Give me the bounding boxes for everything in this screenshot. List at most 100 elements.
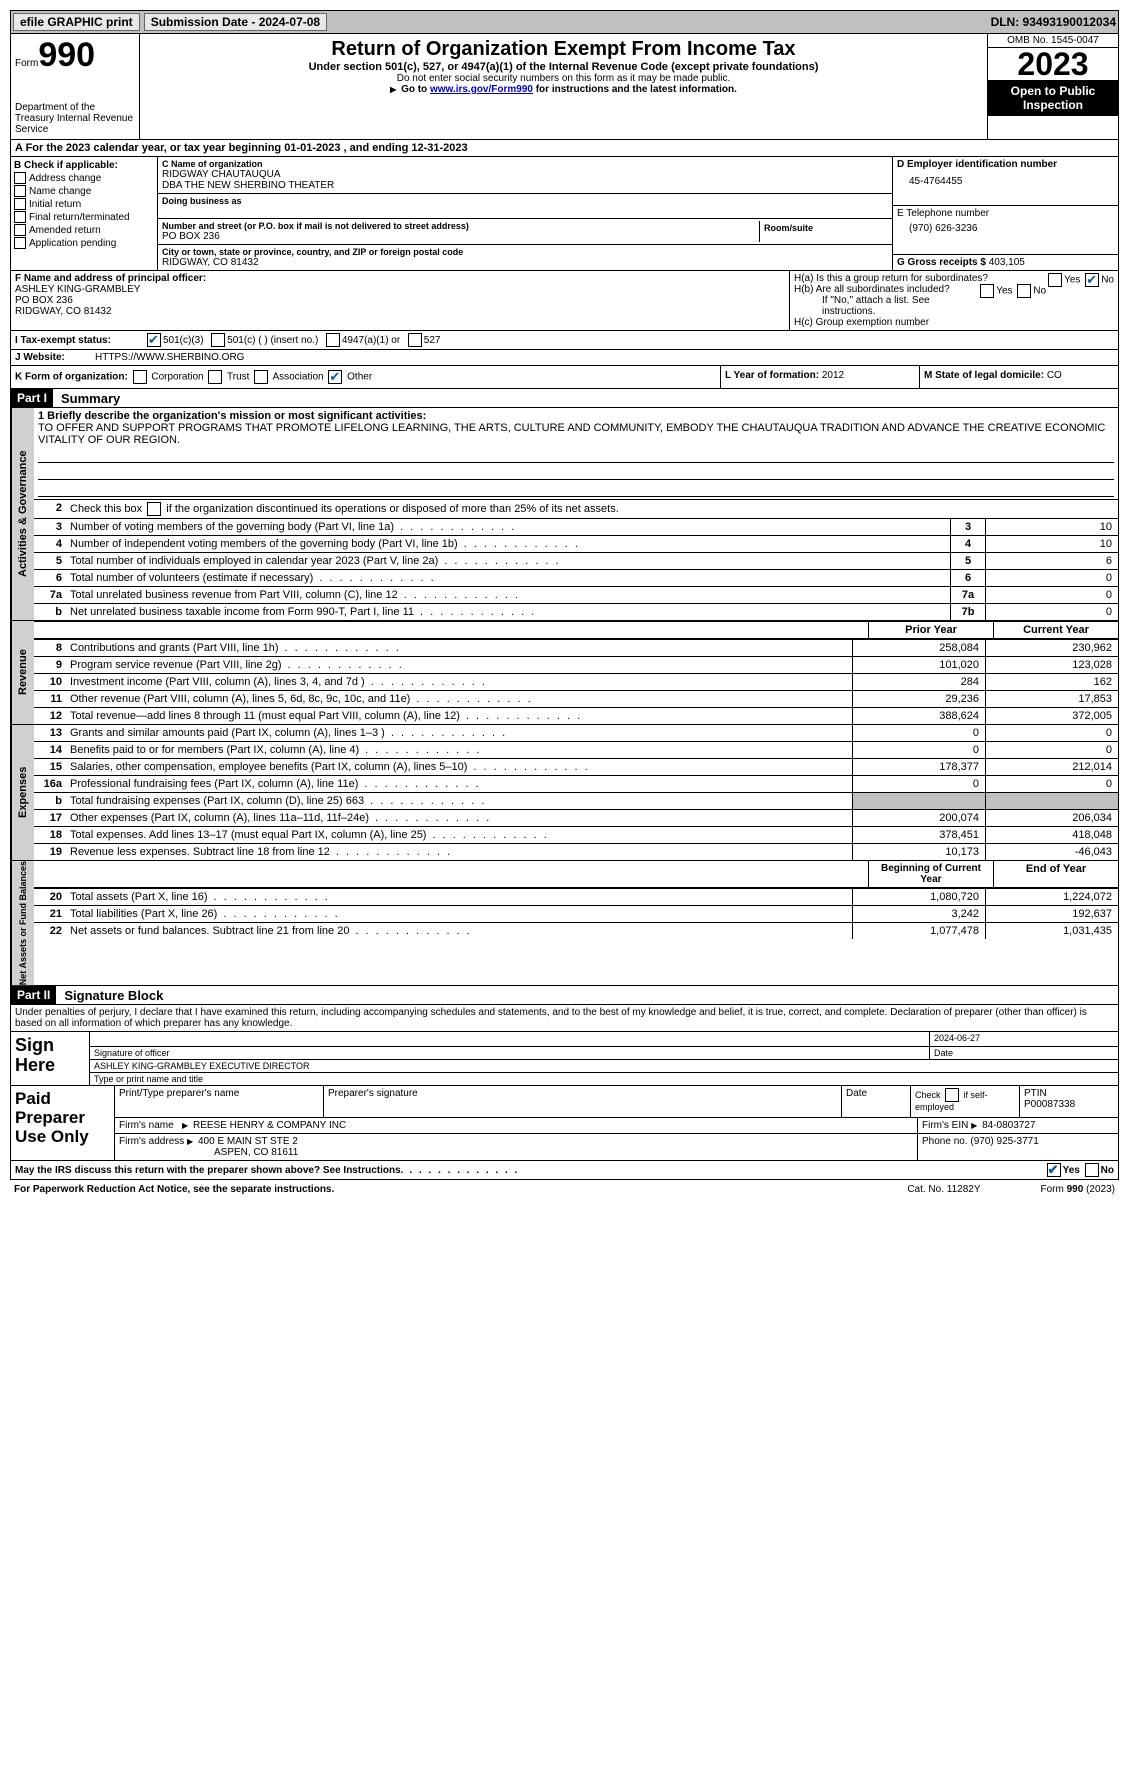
prep-date-label: Date (842, 1086, 911, 1117)
firm-addr2: ASPEN, CO 81611 (119, 1147, 913, 1158)
tax-year: 2023 (988, 48, 1118, 80)
firm-name: REESE HENRY & COMPANY INC (193, 1120, 346, 1131)
cb-name-change[interactable] (14, 185, 26, 197)
summary-line: 15Salaries, other compensation, employee… (34, 759, 1118, 776)
officer-city: RIDGWAY, CO 81432 (15, 306, 785, 317)
summary-line: 9Program service revenue (Part VIII, lin… (34, 657, 1118, 674)
paid-preparer-block: Paid Preparer Use Only Print/Type prepar… (10, 1086, 1119, 1161)
form-subtitle: Under section 501(c), 527, or 4947(a)(1)… (144, 61, 983, 73)
summary-line: 10Investment income (Part VIII, column (… (34, 674, 1118, 691)
dba-label: Doing business as (162, 196, 888, 206)
cb-501c[interactable] (211, 333, 225, 347)
cb-trust[interactable] (208, 370, 222, 384)
summary-line: 13Grants and similar amounts paid (Part … (34, 725, 1118, 742)
website-value: HTTPS://WWW.SHERBINO.ORG (95, 352, 244, 363)
summary-line: 14Benefits paid to or for members (Part … (34, 742, 1118, 759)
addr-value: PO BOX 236 (162, 231, 759, 242)
cb-address-change[interactable] (14, 172, 26, 184)
tel-label: E Telephone number (897, 208, 1114, 219)
cb-527[interactable] (408, 333, 422, 347)
m-value: CO (1047, 370, 1062, 381)
summary-line: 8Contributions and grants (Part VIII, li… (34, 640, 1118, 657)
goto-post: for instructions and the latest informat… (533, 84, 737, 95)
sig-date: 2024-06-27 (930, 1032, 1118, 1046)
firm-ein-label: Firm's EIN (922, 1120, 968, 1131)
cb-application-pending[interactable] (14, 237, 26, 249)
summary-line: 17Other expenses (Part IX, column (A), l… (34, 810, 1118, 827)
summary-line: bTotal fundraising expenses (Part IX, co… (34, 793, 1118, 810)
summary-line: 6Total number of volunteers (estimate if… (34, 570, 1118, 587)
hdr-current-year: Current Year (993, 622, 1118, 638)
form-number: 990 (38, 36, 95, 74)
cat-no: Cat. No. 11282Y (907, 1184, 980, 1195)
summary-line: 11Other revenue (Part VIII, column (A), … (34, 691, 1118, 708)
paperwork-text: For Paperwork Reduction Act Notice, see … (14, 1184, 334, 1195)
sidebar-revenue: Revenue (11, 621, 34, 724)
irs-link[interactable]: www.irs.gov/Form990 (430, 84, 533, 95)
phone-value: (970) 925-3771 (970, 1136, 1038, 1147)
summary-line: 12Total revenue—add lines 8 through 11 (… (34, 708, 1118, 724)
j-label: J Website: (15, 352, 95, 363)
firm-addr1: 400 E MAIN ST STE 2 (198, 1136, 298, 1147)
ptin-value: P00087338 (1024, 1099, 1114, 1110)
city-label: City or town, state or province, country… (162, 247, 888, 257)
form-label: Form (15, 58, 38, 69)
l-value: 2012 (822, 370, 844, 381)
col-b-label: B Check if applicable: (14, 160, 154, 171)
date-label: Date (930, 1047, 1118, 1059)
org-name-1: RIDGWAY CHAUTAUQUA (162, 169, 888, 180)
phone-label: Phone no. (922, 1136, 968, 1147)
cb-assoc[interactable] (254, 370, 268, 384)
cb-final-return[interactable] (14, 211, 26, 223)
cb-corp[interactable] (133, 370, 147, 384)
suite-label: Room/suite (760, 221, 888, 242)
firm-ein: 84-0803727 (982, 1120, 1035, 1131)
hb-no[interactable] (1017, 284, 1031, 298)
cb-discontinued[interactable] (147, 502, 161, 516)
part-2-title: Signature Block (56, 988, 163, 1003)
activities-governance-section: Activities & Governance 1 Briefly descri… (10, 408, 1119, 621)
row-klm: K Form of organization: Corporation Trus… (10, 366, 1119, 389)
cb-initial-return[interactable] (14, 198, 26, 210)
discuss-yes[interactable] (1047, 1163, 1061, 1177)
row-a-tax-year: A For the 2023 calendar year, or tax yea… (10, 140, 1119, 157)
sidebar-expenses: Expenses (11, 725, 34, 860)
i-label: I Tax-exempt status: (15, 335, 145, 346)
cb-501c3[interactable] (147, 333, 161, 347)
hc-label: H(c) Group exemption number (794, 317, 1114, 328)
gross-label: G Gross receipts $ (897, 257, 986, 268)
ha-no[interactable] (1085, 273, 1099, 287)
form-footer: Form 990 (2023) (1041, 1184, 1115, 1195)
part-1-header: Part I (11, 389, 53, 407)
discuss-text: May the IRS discuss this return with the… (15, 1165, 519, 1176)
officer-printed-name: ASHLEY KING-GRAMBLEY EXECUTIVE DIRECTOR (90, 1060, 1118, 1072)
hb-label: H(b) Are all subordinates included? (794, 284, 950, 295)
name-title-label: Type or print name and title (90, 1073, 1118, 1085)
sig-label: Signature of officer (90, 1047, 930, 1059)
revenue-section: Revenue Prior Year Current Year 8Contrib… (10, 621, 1119, 725)
city-value: RIDGWAY, CO 81432 (162, 257, 888, 268)
cb-self-employed[interactable] (945, 1088, 959, 1102)
cb-other[interactable] (328, 370, 342, 384)
efile-print-button[interactable]: efile GRAPHIC print (13, 13, 140, 31)
pt-label: Print/Type preparer's name (119, 1088, 319, 1099)
ein-value: 45-4764455 (897, 170, 1114, 193)
summary-line: 7aTotal unrelated business revenue from … (34, 587, 1118, 604)
submission-date-button[interactable]: Submission Date - 2024-07-08 (144, 13, 327, 31)
summary-line: 22Net assets or fund balances. Subtract … (34, 923, 1118, 939)
prep-sig-label: Preparer's signature (324, 1086, 842, 1117)
cb-amended-return[interactable] (14, 224, 26, 236)
ha-yes[interactable] (1048, 273, 1062, 287)
arrow-icon (182, 1120, 190, 1131)
firm-addr-label: Firm's address (119, 1136, 184, 1147)
dept-label: Department of the Treasury Internal Reve… (15, 102, 135, 135)
row-fh: F Name and address of principal officer:… (10, 271, 1119, 331)
form-title: Return of Organization Exempt From Incom… (144, 38, 983, 61)
hb-yes[interactable] (980, 284, 994, 298)
net-assets-section: Net Assets or Fund Balances Beginning of… (10, 861, 1119, 986)
name-label: C Name of organization (162, 159, 888, 169)
summary-line: 4Number of independent voting members of… (34, 536, 1118, 553)
officer-name: ASHLEY KING-GRAMBLEY (15, 284, 785, 295)
cb-4947[interactable] (326, 333, 340, 347)
discuss-no[interactable] (1085, 1163, 1099, 1177)
